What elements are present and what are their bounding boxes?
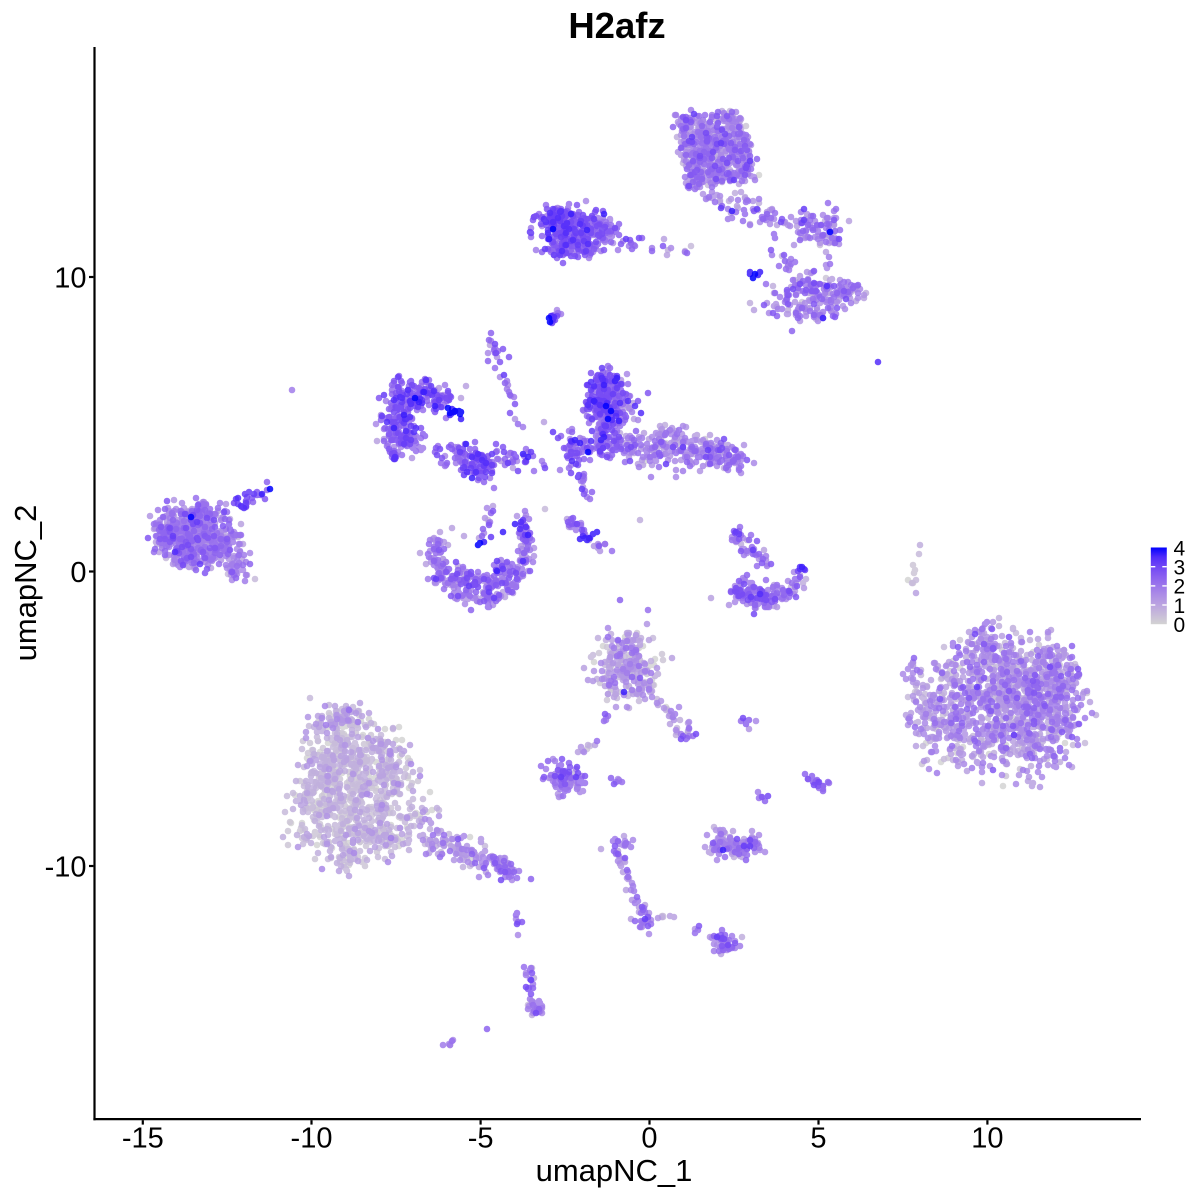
svg-text:0: 0 bbox=[641, 1123, 657, 1155]
svg-text:10: 10 bbox=[971, 1123, 1003, 1155]
svg-text:-15: -15 bbox=[122, 1123, 164, 1155]
svg-text:0: 0 bbox=[70, 557, 86, 589]
svg-text:5: 5 bbox=[810, 1123, 826, 1155]
svg-text:-5: -5 bbox=[468, 1123, 494, 1155]
svg-text:-10: -10 bbox=[291, 1123, 333, 1155]
svg-text:0: 0 bbox=[1174, 614, 1186, 637]
svg-text:10: 10 bbox=[54, 263, 86, 295]
svg-text:H2afz: H2afz bbox=[568, 5, 665, 46]
svg-text:2: 2 bbox=[1174, 576, 1186, 599]
svg-text:umapNC_1: umapNC_1 bbox=[536, 1153, 693, 1188]
svg-text:4: 4 bbox=[1174, 538, 1186, 561]
svg-text:umapNC_2: umapNC_2 bbox=[8, 505, 43, 662]
svg-text:3: 3 bbox=[1174, 557, 1186, 580]
svg-text:-10: -10 bbox=[45, 852, 87, 884]
svg-text:1: 1 bbox=[1174, 595, 1186, 618]
